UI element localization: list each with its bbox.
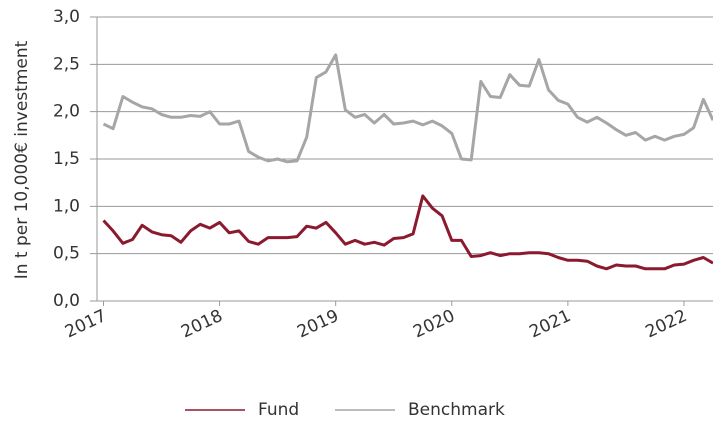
y-tick-label: 0,0 bbox=[53, 291, 80, 311]
y-tick-label: 3,0 bbox=[53, 7, 80, 27]
y-tick-label: 0,5 bbox=[53, 244, 80, 264]
x-tick-label: 2019 bbox=[294, 306, 342, 342]
legend-label: Benchmark bbox=[408, 400, 505, 420]
y-tick-label: 2,5 bbox=[53, 54, 80, 74]
series-line bbox=[102, 194, 713, 271]
legend-label: Fund bbox=[258, 400, 299, 420]
y-tick-label: 1,5 bbox=[53, 149, 80, 169]
y-tick-label: 1,0 bbox=[53, 196, 80, 216]
x-tick-label: 2020 bbox=[410, 306, 458, 342]
x-tick-label: 2021 bbox=[526, 306, 574, 342]
x-tick-label: 2022 bbox=[643, 306, 691, 342]
x-tick-label: 2017 bbox=[62, 306, 110, 342]
x-tick-label: 2018 bbox=[178, 306, 226, 342]
y-axis-label: In t per 10,000€ investment bbox=[12, 40, 32, 279]
y-tick-label: 2,0 bbox=[53, 102, 80, 122]
series-line bbox=[102, 53, 713, 164]
